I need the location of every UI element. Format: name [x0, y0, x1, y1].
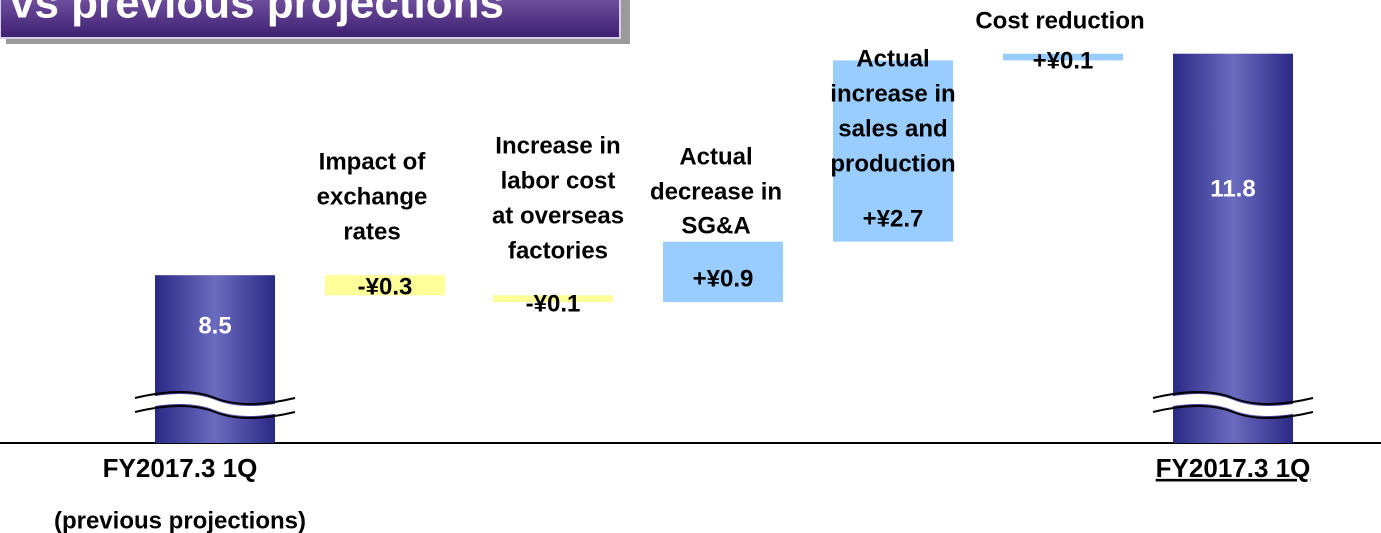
category-label: Cost reduction: [975, 7, 1144, 34]
value-label: -¥0.1: [526, 290, 581, 317]
category-label: factories: [508, 237, 608, 264]
category-label: production: [830, 150, 955, 177]
category-label: sales and: [838, 115, 947, 142]
step-bar: [493, 295, 613, 303]
category-label: decrease in: [650, 178, 782, 205]
value-label: +¥0.9: [693, 265, 754, 292]
category-label: Actual: [679, 143, 752, 170]
axis-break: [1152, 405, 1314, 419]
category-label: FY2017.3 1Q: [103, 453, 258, 483]
value-label: -¥0.3: [358, 273, 413, 300]
category-label: rates: [343, 218, 400, 245]
axis-break: [134, 405, 296, 419]
category-label: (previous projections): [54, 507, 306, 533]
axis-break: [1152, 391, 1314, 405]
category-label: SG&A: [681, 212, 750, 239]
total-bar: [1173, 53, 1293, 444]
category-label: Actual: [856, 45, 929, 72]
category-label: increase in: [830, 80, 955, 107]
category-label: labor cost: [501, 167, 616, 194]
value-label: 11.8: [1210, 175, 1255, 202]
value-label: 8.5: [198, 312, 231, 339]
axis-break-gap: [135, 394, 295, 416]
value-label: +¥0.1: [1033, 47, 1094, 74]
chart-title: vs previous projections: [10, 0, 504, 28]
axis-break-gap: [1153, 394, 1313, 416]
axis-break: [134, 391, 296, 405]
step-bar: [325, 275, 445, 296]
title-box: [0, 0, 621, 39]
step-bar: [1003, 53, 1123, 61]
category-label: Impact of: [319, 148, 427, 175]
category-label: at overseas: [492, 202, 624, 229]
category-label: FY2017.3 1Q: [1156, 453, 1311, 483]
category-label: Increase in: [495, 132, 620, 159]
category-label: exchange: [317, 183, 428, 210]
step-bar: [663, 241, 783, 303]
step-bar: [833, 60, 953, 242]
value-label: +¥2.7: [863, 205, 924, 232]
